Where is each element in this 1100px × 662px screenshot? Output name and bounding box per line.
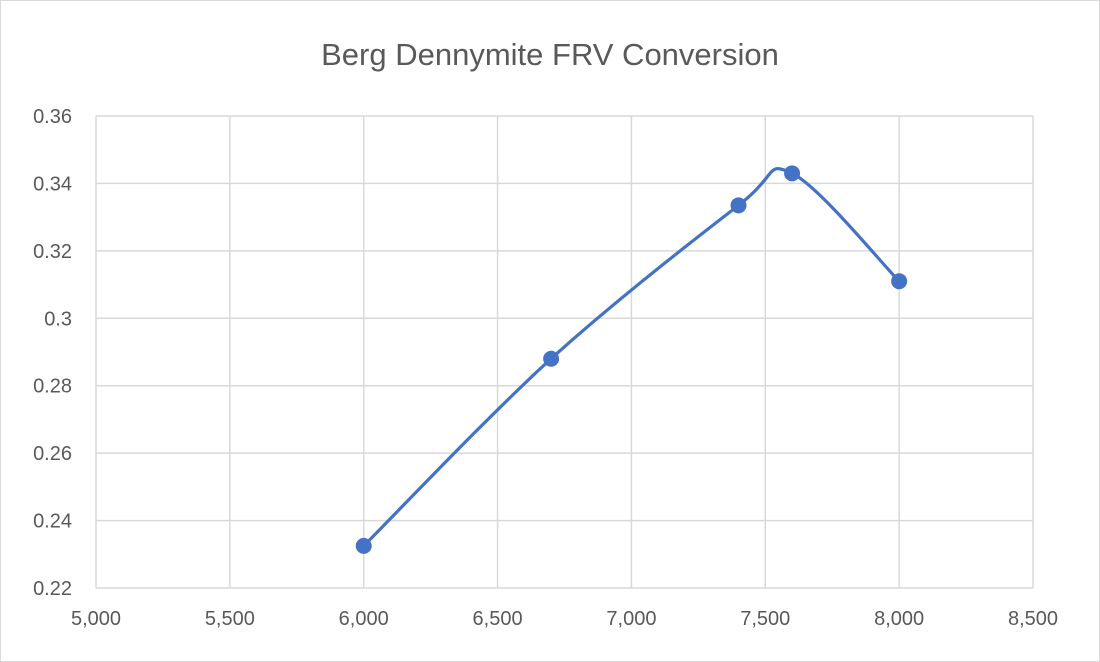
x-tick-label: 5,500	[205, 608, 255, 630]
y-tick-label: 0.26	[33, 443, 72, 465]
y-tick-label: 0.36	[33, 106, 72, 128]
chart-title: Berg Dennymite FRV Conversion	[321, 37, 779, 72]
x-tick-label: 7,500	[740, 608, 790, 630]
x-tick-label: 6,000	[339, 608, 389, 630]
grid-lines	[95, 115, 1034, 589]
y-axis-ticks: 0.22 0.24 0.26 0.28 0.3 0.32 0.34 0.36	[33, 106, 72, 600]
x-tick-label: 8,000	[874, 608, 924, 630]
data-point	[730, 197, 747, 214]
x-tick-label: 5,000	[71, 608, 121, 630]
x-tick-label: 8,500	[1008, 608, 1058, 630]
y-tick-label: 0.28	[33, 376, 72, 398]
data-point	[784, 165, 801, 182]
x-tick-label: 7,000	[606, 608, 656, 630]
data-point	[355, 537, 372, 554]
y-tick-label: 0.34	[33, 173, 72, 195]
y-tick-label: 0.32	[33, 241, 72, 263]
y-tick-label: 0.24	[33, 511, 72, 533]
data-point	[543, 350, 560, 367]
x-tick-label: 6,500	[473, 608, 523, 630]
data-point	[891, 273, 908, 290]
series-layer	[355, 165, 908, 554]
y-tick-label: 0.3	[44, 308, 72, 330]
y-tick-label: 0.22	[33, 578, 72, 600]
series-line	[362, 167, 901, 548]
x-axis-ticks: 5,000 5,500 6,000 6,500 7,000 7,500 8,000 8,500	[71, 608, 1058, 630]
